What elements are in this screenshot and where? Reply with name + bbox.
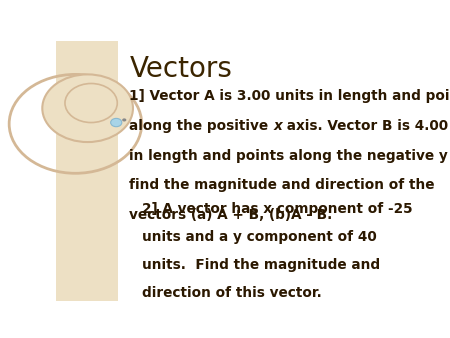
Text: direction of this vector.: direction of this vector. xyxy=(142,286,321,300)
Circle shape xyxy=(122,118,126,121)
Text: axis. Vector B is 4.00 units: axis. Vector B is 4.00 units xyxy=(282,119,450,132)
Text: in length and points along the negative y axis.: in length and points along the negative … xyxy=(130,149,450,163)
Circle shape xyxy=(65,83,117,123)
Text: x: x xyxy=(273,119,282,132)
Text: 2] A vector has x component of -25: 2] A vector has x component of -25 xyxy=(142,202,412,216)
Text: units.  Find the magnitude and: units. Find the magnitude and xyxy=(142,258,380,272)
Text: units and a y component of 40: units and a y component of 40 xyxy=(142,230,377,244)
Text: 1] Vector A is 3.00 units in length and points: 1] Vector A is 3.00 units in length and … xyxy=(130,89,450,103)
Bar xyxy=(56,41,118,301)
Circle shape xyxy=(42,74,133,142)
Text: find the magnitude and direction of the: find the magnitude and direction of the xyxy=(130,178,435,193)
Circle shape xyxy=(111,118,122,127)
Text: along the positive: along the positive xyxy=(130,119,273,132)
Text: vectors (a) A + B, (b)A - B.: vectors (a) A + B, (b)A - B. xyxy=(130,209,333,222)
Text: Vectors: Vectors xyxy=(130,55,232,83)
